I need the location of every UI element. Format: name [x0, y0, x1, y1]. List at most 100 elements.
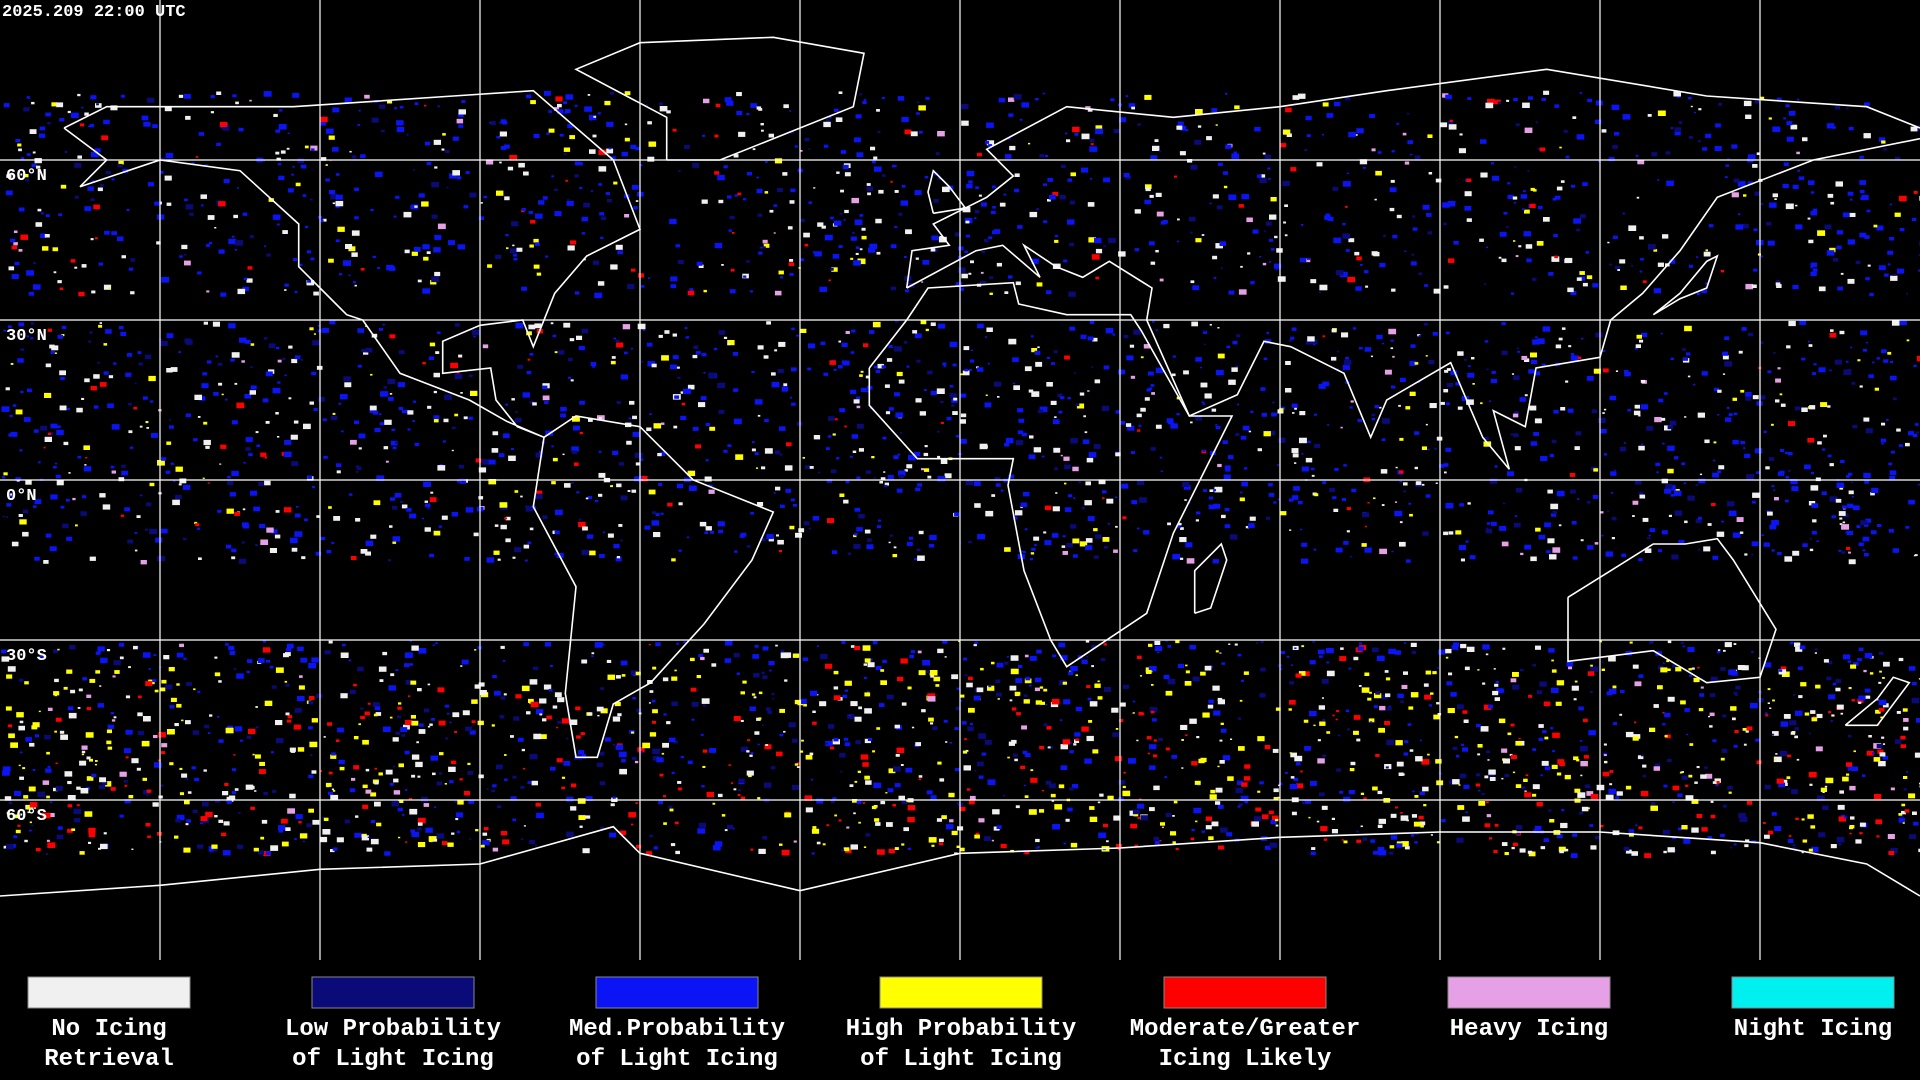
icing-pixel — [320, 116, 328, 123]
icing-pixel — [1776, 97, 1782, 102]
icing-pixel — [762, 675, 768, 679]
icing-pixel — [1635, 824, 1638, 827]
icing-pixel — [1154, 139, 1159, 142]
icing-pixel — [354, 420, 359, 424]
icing-pixel — [434, 235, 442, 240]
icing-pixel — [1572, 116, 1577, 119]
icing-pixel — [1209, 794, 1217, 800]
icing-pixel — [571, 482, 574, 484]
icing-pixel — [854, 780, 858, 783]
icing-pixel — [497, 558, 501, 561]
icing-pixel — [1486, 368, 1489, 371]
icing-pixel — [1070, 172, 1076, 177]
icing-pixel — [1460, 558, 1465, 562]
icing-pixel — [1700, 774, 1707, 779]
icing-pixel — [1176, 413, 1180, 416]
icing-pixel — [959, 438, 967, 444]
icing-pixel — [1392, 355, 1395, 358]
icing-pixel — [1664, 488, 1672, 494]
icing-pixel — [11, 541, 19, 547]
icing-pixel — [1005, 437, 1014, 444]
icing-pixel — [1875, 819, 1883, 825]
icing-pixel — [1386, 707, 1392, 711]
icing-pixel — [880, 680, 887, 685]
icing-pixel — [97, 187, 103, 192]
icing-pixel — [485, 159, 494, 165]
icing-pixel — [660, 512, 664, 515]
icing-pixel — [433, 247, 441, 253]
icing-pixel — [1865, 518, 1872, 523]
icing-pixel — [1756, 471, 1760, 474]
icing-pixel — [454, 413, 459, 417]
icing-pixel — [1772, 731, 1779, 736]
icing-pixel — [1800, 682, 1807, 687]
icing-pixel — [68, 712, 77, 719]
icing-pixel — [454, 323, 460, 327]
icing-pixel — [64, 151, 67, 153]
icing-pixel — [687, 760, 693, 765]
icing-pixel — [1471, 357, 1475, 360]
icing-pixel — [542, 196, 548, 200]
icing-pixel — [313, 408, 318, 411]
icing-pixel — [866, 390, 870, 393]
icing-pixel — [653, 532, 661, 538]
icing-pixel — [1468, 365, 1471, 368]
icing-pixel — [680, 415, 687, 420]
icing-pixel — [1202, 403, 1206, 405]
icing-pixel — [1570, 853, 1578, 858]
icing-pixel — [1551, 669, 1557, 673]
icing-pixel — [561, 786, 566, 790]
icing-pixel — [556, 758, 563, 763]
icing-pixel — [1174, 175, 1177, 178]
icing-pixel — [1810, 210, 1817, 216]
icing-pixel — [77, 93, 81, 97]
icing-pixel — [594, 499, 599, 503]
icing-pixel — [1825, 777, 1834, 784]
icing-pixel — [1832, 682, 1837, 686]
icing-pixel — [110, 787, 116, 791]
icing-pixel — [299, 833, 308, 839]
icing-pixel — [193, 688, 196, 691]
icing-pixel — [527, 781, 532, 784]
icing-pixel — [89, 124, 95, 128]
icing-pixel — [475, 829, 479, 832]
icing-pixel — [859, 374, 863, 377]
icing-pixel — [1268, 430, 1276, 436]
icing-pixel — [465, 726, 472, 732]
icing-pixel — [1683, 482, 1687, 485]
icing-pixel — [1093, 444, 1101, 449]
icing-pixel — [1653, 288, 1661, 294]
icing-pixel — [195, 156, 199, 158]
icing-pixel — [606, 121, 614, 127]
icing-pixel — [463, 205, 469, 209]
icing-pixel — [1220, 722, 1224, 725]
icing-pixel — [1740, 389, 1745, 393]
icing-pixel — [873, 805, 878, 808]
icing-pixel — [1293, 777, 1299, 782]
icing-pixel — [709, 748, 716, 753]
icing-pixel — [1495, 681, 1499, 684]
icing-pixel — [1053, 447, 1061, 453]
icing-pixel — [1687, 96, 1692, 100]
icing-pixel — [1752, 164, 1758, 168]
icing-pixel — [64, 771, 73, 777]
icing-pixel — [225, 398, 228, 401]
icing-pixel — [677, 376, 681, 379]
icing-pixel — [737, 192, 742, 196]
icing-pixel — [1453, 642, 1460, 647]
icing-pixel — [958, 246, 964, 251]
icing-pixel — [630, 144, 637, 149]
icing-pixel — [246, 735, 252, 739]
icing-pixel — [768, 133, 774, 138]
icing-pixel — [1693, 677, 1700, 683]
icing-pixel — [1400, 812, 1403, 814]
icing-pixel — [44, 436, 52, 442]
icing-pixel — [1143, 344, 1151, 349]
icing-pixel — [1549, 454, 1555, 458]
icing-pixel — [380, 391, 388, 397]
icing-pixel — [1513, 375, 1520, 380]
icing-pixel — [1005, 154, 1012, 159]
icing-pixel — [1131, 106, 1135, 110]
icing-pixel — [862, 101, 867, 105]
icing-pixel — [1075, 706, 1083, 712]
